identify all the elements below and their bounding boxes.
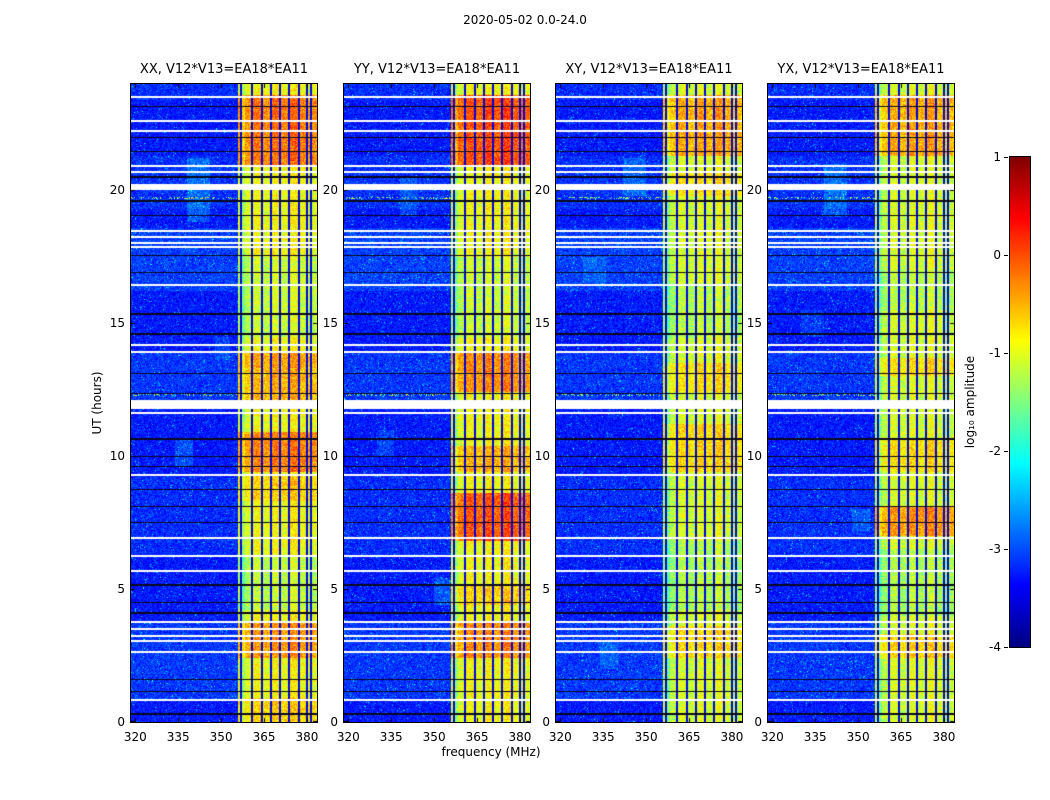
y-tick-label: 15 [109,316,125,331]
colorbar-tick-label: -1 [989,346,1001,360]
spectrogram-panel-yx [767,83,955,723]
x-tick-label: 335 [591,730,615,744]
x-axis-label: frequency (MHz) [441,745,541,759]
y-tick-label: 0 [542,715,550,729]
y-tick-label: 20 [534,183,550,198]
y-tick-label: 20 [322,183,338,198]
colorbar-tick-label: -4 [989,640,1001,654]
x-tick-label: 320 [123,730,147,744]
x-tick-label: 380 [720,730,744,744]
y-tick-label: 0 [754,715,762,729]
y-tick-label: 10 [534,449,550,464]
x-tick-label: 320 [760,730,784,744]
x-tick-label: 365 [465,730,489,744]
x-tick-label: 350 [634,730,658,744]
colorbar-label: log₁₀ amplitude [963,355,977,449]
x-tick-label: 320 [336,730,360,744]
colorbar-tick-mark [1004,353,1008,354]
y-tick-label: 5 [330,582,338,597]
x-tick-label: 335 [379,730,403,744]
y-tick-label: 10 [746,449,762,464]
x-tick-label: 380 [508,730,532,744]
colorbar-tick-mark [1004,255,1008,256]
y-tick-label: 10 [322,449,338,464]
y-tick-label: 0 [117,715,125,729]
colorbar-tick-label: -2 [989,444,1001,458]
colorbar [1009,156,1031,648]
spectrogram-panel-xx [130,83,318,723]
colorbar-tick-mark [1004,451,1008,452]
colorbar-tick-label: 1 [993,150,1001,164]
y-tick-label: 5 [542,582,550,597]
panel-title-yx: YX, V12*V13=EA18*EA11 [777,62,945,77]
colorbar-tick-mark [1004,647,1008,648]
y-tick-label: 5 [117,582,125,597]
panel-title-xx: XX, V12*V13=EA18*EA11 [139,62,309,77]
y-tick-label: 20 [109,183,125,198]
x-tick-label: 320 [548,730,572,744]
x-tick-label: 365 [889,730,913,744]
x-tick-label: 365 [677,730,701,744]
y-axis-label: UT (hours) [90,371,104,435]
spectrogram-panel-yy [343,83,531,723]
y-tick-label: 15 [322,316,338,331]
colorbar-tick-mark [1004,549,1008,550]
x-tick-label: 335 [803,730,827,744]
colorbar-tick-mark [1004,157,1008,158]
colorbar-tick-label: -3 [989,542,1001,556]
y-tick-label: 20 [746,183,762,198]
x-tick-label: 350 [422,730,446,744]
x-tick-label: 335 [166,730,190,744]
spectrogram-panel-xy [555,83,743,723]
figure-title: 2020-05-02 0.0-24.0 [463,13,587,27]
colorbar-tick-label: 0 [993,248,1001,262]
y-tick-label: 15 [534,316,550,331]
x-tick-label: 380 [295,730,319,744]
panel-title-xy: XY, V12*V13=EA18*EA11 [565,62,733,77]
y-tick-label: 15 [746,316,762,331]
x-tick-label: 350 [846,730,870,744]
x-tick-label: 350 [209,730,233,744]
y-tick-label: 0 [330,715,338,729]
x-tick-label: 365 [252,730,276,744]
y-tick-label: 10 [109,449,125,464]
y-tick-label: 5 [754,582,762,597]
x-tick-label: 380 [932,730,956,744]
panel-title-yy: YY, V12*V13=EA18*EA11 [353,62,521,77]
